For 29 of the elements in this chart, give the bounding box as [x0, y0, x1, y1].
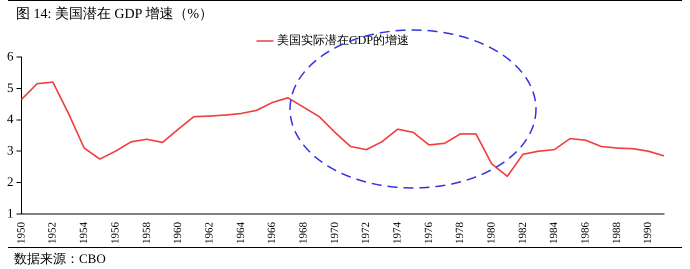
x-tick-label: 1972 — [360, 222, 372, 244]
source-note: 数据来源：CBO — [14, 251, 106, 266]
x-tick-label: 1966 — [266, 222, 278, 244]
x-tick-label: 1952 — [46, 222, 59, 244]
y-tick-label: 3 — [7, 142, 14, 158]
x-tick-label: 1978 — [454, 222, 466, 244]
x-tick-label: 1990 — [642, 222, 654, 244]
x-tick-label: 1986 — [580, 222, 592, 244]
x-tick-label: 1970 — [328, 222, 341, 244]
x-tick-label: 1958 — [140, 222, 153, 244]
y-tick-label: 4 — [7, 111, 14, 126]
x-tick-label: 1984 — [548, 222, 560, 244]
y-tick-label: 1 — [7, 205, 14, 220]
x-tick-label: 1954 — [78, 222, 90, 244]
y-tick-label: 5 — [7, 80, 14, 95]
chart-title: 图 14: 美国潜在 GDP 增速（%） — [8, 0, 682, 25]
x-tick-label: 1982 — [516, 222, 529, 244]
y-tick-label: 2 — [7, 174, 14, 190]
x-tick-label: 1976 — [422, 222, 435, 244]
x-tick-label: 1964 — [234, 222, 247, 244]
x-tick-label: 1962 — [203, 222, 216, 244]
x-tick-label: 1968 — [297, 222, 310, 244]
x-tick-label: 1974 — [391, 222, 404, 244]
x-tick-label: 1980 — [486, 222, 498, 244]
x-tick-label: 1988 — [610, 222, 623, 244]
x-tick-label: 1956 — [109, 222, 122, 244]
y-tick-label: 6 — [7, 48, 14, 64]
x-tick-label: 1960 — [172, 222, 184, 244]
x-tick-label: 1950 — [15, 222, 28, 244]
